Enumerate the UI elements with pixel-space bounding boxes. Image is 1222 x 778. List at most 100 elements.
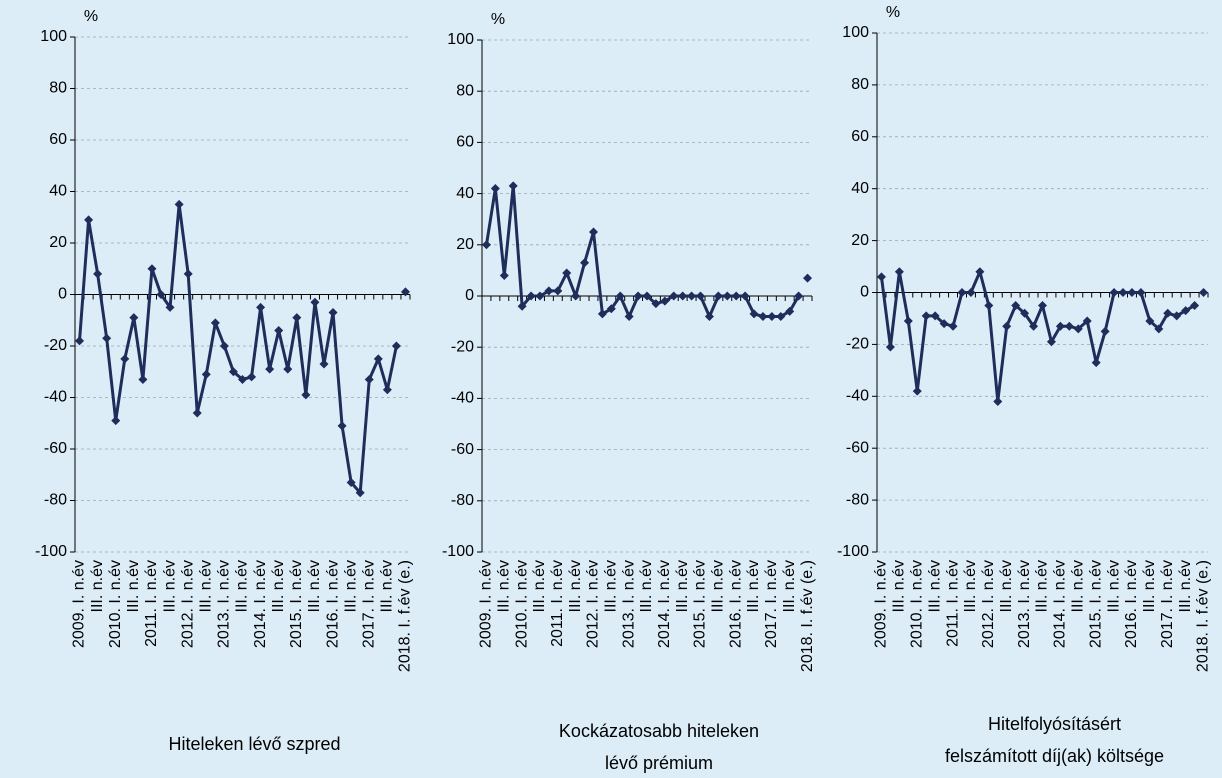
y-tick-label: 40	[49, 183, 67, 200]
y-tick-label: 0	[465, 287, 474, 304]
marker	[337, 421, 347, 431]
x-tick-label: III. n.év	[674, 560, 691, 612]
x-tick-label: III. n.év	[1177, 560, 1194, 612]
panel-title: lévő prémium	[605, 753, 713, 773]
y-tick-label: 60	[49, 131, 67, 148]
marker	[183, 269, 193, 279]
marker	[400, 287, 410, 297]
marker	[165, 302, 175, 312]
x-tick-label: 2009. I. n.év	[71, 560, 88, 648]
marker	[1145, 316, 1155, 326]
marker	[75, 336, 85, 346]
y-tick-label: -80	[846, 491, 869, 508]
marker	[903, 316, 913, 326]
x-tick-label: III. n.év	[567, 560, 584, 612]
marker	[912, 386, 922, 396]
marker	[219, 341, 229, 351]
y-tick-label: -100	[35, 543, 67, 560]
x-tick-label: III. n.év	[270, 560, 287, 612]
x-tick-label: 2011. I. n.év	[944, 560, 961, 647]
panel-title: Hitelfolyósításért	[988, 714, 1121, 734]
marker	[948, 321, 958, 331]
x-tick-label: 2011. I. n.év	[143, 560, 160, 647]
y-tick-label: -80	[451, 492, 474, 509]
marker	[1199, 288, 1209, 297]
marker	[102, 333, 112, 343]
x-tick-label: 2013. I. n.év	[1016, 560, 1033, 648]
y-tick-label: 40	[851, 180, 869, 197]
marker	[355, 488, 365, 498]
x-tick-label: 2010. I. n.év	[513, 560, 530, 648]
marker	[722, 291, 732, 301]
marker	[283, 364, 293, 374]
marker	[957, 288, 967, 297]
marker	[580, 258, 590, 268]
x-tick-label: III. n.év	[89, 560, 106, 612]
marker	[526, 291, 536, 301]
y-tick-label: 100	[447, 31, 474, 48]
marker	[785, 306, 795, 316]
marker	[84, 215, 94, 225]
x-tick-label: 2016. I. n.év	[324, 560, 341, 648]
x-tick-label: 2012. I. n.év	[585, 560, 602, 648]
marker	[156, 290, 166, 299]
x-tick-label: 2015. I. n.év	[1087, 560, 1104, 648]
x-tick-label: 2009. I. n.év	[873, 560, 890, 648]
marker	[138, 374, 148, 384]
marker	[210, 318, 220, 328]
y-axis-unit: %	[886, 4, 900, 21]
x-tick-label: 2018. I. f.év (e.)	[799, 560, 816, 672]
y-axis-unit: %	[84, 8, 98, 25]
marker	[921, 311, 931, 321]
marker	[391, 341, 401, 351]
x-tick-label: III. n.év	[1141, 560, 1158, 612]
marker	[642, 291, 652, 301]
marker	[776, 311, 786, 321]
marker	[615, 291, 625, 301]
marker	[758, 311, 768, 321]
x-tick-label: III. n.év	[306, 560, 323, 612]
marker	[499, 271, 509, 281]
y-tick-label: 20	[456, 236, 474, 253]
marker	[669, 291, 679, 301]
marker	[930, 311, 940, 321]
x-tick-label: III. n.év	[161, 560, 178, 612]
marker	[624, 311, 634, 321]
x-tick-label: III. n.év	[638, 560, 655, 612]
marker	[346, 477, 356, 487]
x-tick-label: 2013. I. n.év	[620, 560, 637, 648]
x-tick-label: 2017. I. n.év	[1159, 560, 1176, 648]
y-tick-label: -20	[44, 337, 67, 354]
x-tick-label: III. n.év	[496, 560, 513, 612]
marker	[292, 313, 302, 323]
x-tick-label: III. n.év	[891, 560, 908, 612]
x-tick-label: III. n.év	[234, 560, 251, 612]
marker	[301, 390, 311, 400]
x-tick-label: 2014. I. n.év	[1052, 560, 1069, 648]
y-tick-label: -40	[44, 389, 67, 406]
panel-title: felszámított díj(ak) költsége	[945, 746, 1164, 766]
y-tick-label: 100	[40, 28, 67, 45]
marker	[975, 267, 985, 277]
x-tick-label: 2016. I. n.év	[1123, 560, 1140, 648]
x-tick-label: 2017. I. n.év	[360, 560, 377, 648]
marker	[1163, 308, 1173, 318]
y-tick-label: -60	[451, 441, 474, 458]
marker	[373, 354, 383, 364]
x-tick-label: 2011. I. n.év	[549, 560, 566, 647]
marker	[885, 342, 895, 352]
x-tick-label: III. n.év	[926, 560, 943, 612]
marker	[553, 286, 563, 296]
x-tick-label: III. n.év	[745, 560, 762, 612]
marker	[1190, 300, 1200, 310]
x-tick-label: 2014. I. n.év	[656, 560, 673, 648]
marker	[571, 291, 581, 301]
marker	[678, 291, 688, 301]
x-tick-label: III. n.év	[1034, 560, 1051, 612]
marker	[633, 291, 643, 301]
marker	[1029, 321, 1039, 331]
marker	[535, 291, 545, 301]
x-tick-label: III. n.év	[781, 560, 798, 612]
marker	[1172, 311, 1182, 321]
